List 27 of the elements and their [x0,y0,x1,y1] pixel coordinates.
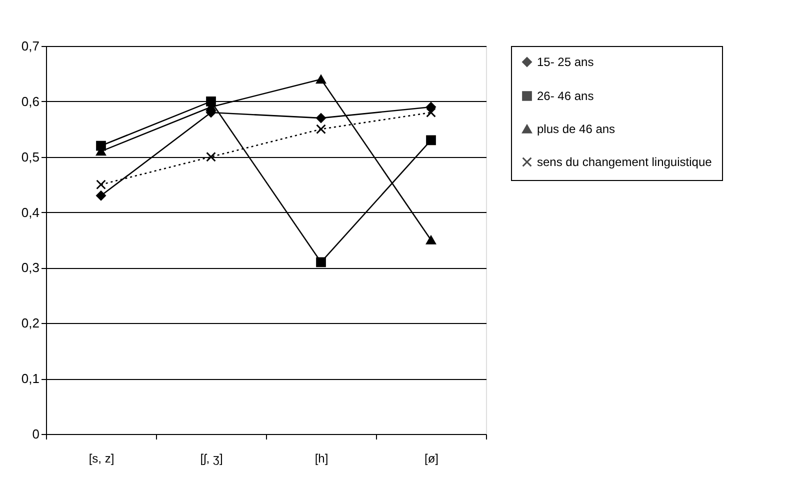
point [96,180,106,190]
point [316,124,326,134]
legend-label: 15- 25 ans [537,55,594,69]
legend-label: plus de 46 ans [537,122,616,136]
y-tick-label: 0 [32,426,40,442]
point [316,113,326,123]
y-tick-label: 0,2 [21,316,40,331]
y-tick-label: 0,5 [21,149,40,164]
point [426,236,436,244]
point [96,190,106,201]
y-tick-label: 0,3 [21,260,40,276]
point [316,257,326,268]
y-tick-label: 0,6 [21,94,40,109]
y-tick-label: 0,1 [21,371,40,386]
legend-label: 26- 46 ans [537,89,594,103]
x-tick-label: [s, z] [88,452,114,466]
y-tick-label: 0,4 [21,204,40,220]
point [426,102,436,112]
y-tick-label: 0,7 [21,38,40,54]
legend-label: sens du changement linguistique [537,155,712,169]
point [316,74,326,84]
point [206,152,216,162]
x-tick-label: [ʃ, ʒ] [200,452,223,466]
x-tick-label: [ø] [424,452,438,466]
point [426,135,436,146]
x-tick-label: [h] [314,452,328,466]
point [426,108,436,118]
